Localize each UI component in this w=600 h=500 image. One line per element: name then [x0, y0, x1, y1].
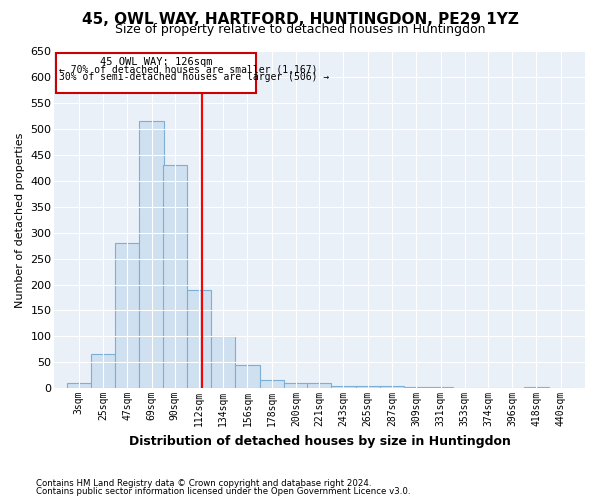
Text: 45 OWL WAY: 126sqm: 45 OWL WAY: 126sqm: [100, 56, 212, 66]
Bar: [284, 383, 308, 388]
Bar: [380, 386, 404, 388]
Bar: [163, 166, 187, 388]
Bar: [67, 383, 91, 388]
Bar: [91, 354, 115, 388]
Bar: [331, 386, 356, 388]
X-axis label: Distribution of detached houses by size in Huntingdon: Distribution of detached houses by size …: [129, 434, 511, 448]
Y-axis label: Number of detached properties: Number of detached properties: [15, 132, 25, 308]
Bar: [211, 336, 235, 388]
Bar: [307, 383, 331, 388]
Text: Size of property relative to detached houses in Huntingdon: Size of property relative to detached ho…: [115, 22, 485, 36]
Bar: [260, 380, 284, 388]
Text: Contains HM Land Registry data © Crown copyright and database right 2024.: Contains HM Land Registry data © Crown c…: [36, 478, 371, 488]
Text: 30% of semi-detached houses are larger (506) →: 30% of semi-detached houses are larger (…: [59, 72, 329, 82]
Bar: [356, 386, 380, 388]
Bar: [524, 387, 548, 388]
Bar: [187, 290, 211, 388]
Bar: [235, 365, 260, 388]
Bar: [428, 387, 452, 388]
Text: Contains public sector information licensed under the Open Government Licence v3: Contains public sector information licen…: [36, 487, 410, 496]
Bar: [115, 243, 139, 388]
Text: 45, OWL WAY, HARTFORD, HUNTINGDON, PE29 1YZ: 45, OWL WAY, HARTFORD, HUNTINGDON, PE29 …: [82, 12, 518, 26]
FancyBboxPatch shape: [56, 52, 256, 93]
Text: ← 70% of detached houses are smaller (1,167): ← 70% of detached houses are smaller (1,…: [59, 64, 317, 74]
Bar: [404, 386, 428, 388]
Bar: [139, 122, 164, 388]
